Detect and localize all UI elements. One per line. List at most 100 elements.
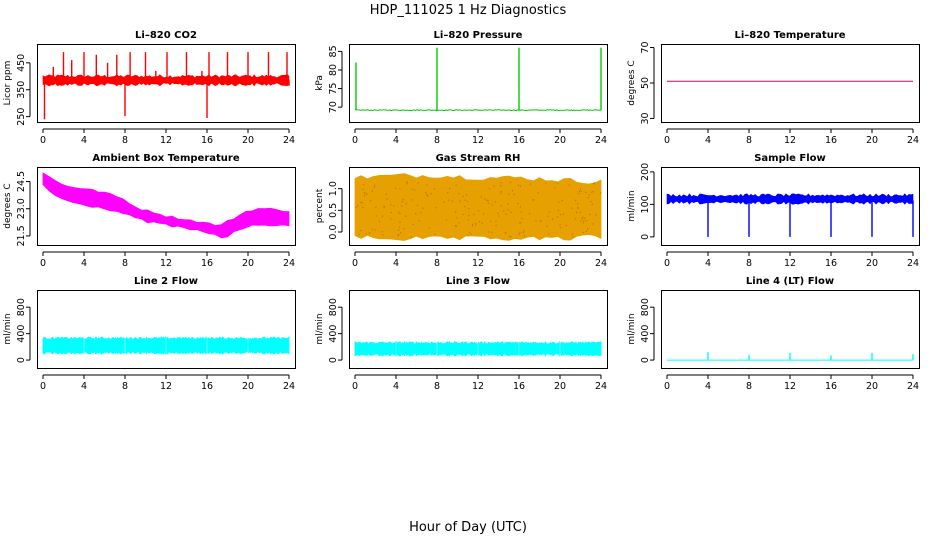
series-texture-gas-stream-rh (481, 222, 483, 224)
series-texture-gas-stream-rh (402, 201, 404, 203)
series-texture-gas-stream-rh (537, 192, 539, 194)
series-texture-gas-stream-rh (532, 199, 534, 201)
series-texture-gas-stream-rh (595, 214, 597, 216)
series-texture-gas-stream-rh (475, 222, 477, 224)
y-tick-label-li-820-co2-2: 450 (16, 54, 27, 72)
series-texture-gas-stream-rh (505, 213, 507, 215)
series-texture-gas-stream-rh (489, 220, 492, 223)
series-texture-gas-stream-rh (493, 185, 495, 187)
y-tick-label-gas-stream-rh-1: 0.5 (328, 203, 339, 218)
series-texture-gas-stream-rh (434, 233, 436, 235)
x-tick-label-line-4-lt-flow-4: 4 (705, 381, 711, 392)
series-texture-gas-stream-rh (556, 216, 558, 218)
series-band-line-2-flow-4 (207, 336, 248, 355)
series-texture-gas-stream-rh (357, 205, 359, 207)
series-texture-gas-stream-rh (469, 232, 471, 234)
panel-title-li-820-temperature: Li–820 Temperature (734, 30, 845, 41)
x-tick-label-li-820-pressure-24: 24 (595, 135, 607, 146)
panel-title-ambient-box-temperature: Ambient Box Temperature (92, 153, 239, 164)
series-texture-gas-stream-rh (411, 188, 413, 190)
series-texture-gas-stream-rh (587, 197, 589, 199)
x-tick-label-line-3-flow-8: 8 (434, 381, 440, 392)
series-texture-gas-stream-rh (455, 225, 458, 227)
panel-title-line-2-flow: Line 2 Flow (134, 276, 198, 287)
series-texture-gas-stream-rh (588, 194, 590, 196)
series-texture-gas-stream-rh (379, 220, 381, 222)
series-texture-gas-stream-rh (585, 191, 587, 193)
series-texture-gas-stream-rh (406, 183, 408, 185)
y-tick-label-line-2-flow-1: 400 (16, 325, 27, 343)
plot-area-li-820-co2 (42, 52, 290, 120)
series-texture-gas-stream-rh (405, 203, 407, 205)
y-tick-label-li-820-temperature-0: 30 (640, 112, 651, 124)
series-texture-gas-stream-rh (415, 213, 417, 215)
series-texture-gas-stream-rh (582, 231, 584, 234)
y-tick-label-gas-stream-rh-0: 0.0 (328, 224, 339, 239)
series-band-line-3-flow-4 (519, 340, 560, 358)
y-axis-label-sample-flow: ml/min (627, 190, 637, 221)
series-texture-gas-stream-rh (593, 183, 595, 185)
series-texture-gas-stream-rh (386, 198, 388, 200)
x-tick-label-gas-stream-rh-0: 0 (352, 258, 358, 269)
x-tick-label-line-4-lt-flow-16: 16 (825, 381, 837, 392)
series-texture-gas-stream-rh (394, 187, 396, 189)
series-texture-gas-stream-rh (455, 184, 457, 186)
x-tick-label-line-3-flow-4: 4 (393, 381, 399, 392)
panel-frame-line-2-flow (37, 290, 296, 369)
series-texture-gas-stream-rh (427, 195, 429, 197)
series-texture-gas-stream-rh (470, 233, 472, 235)
series-texture-gas-stream-rh (399, 212, 401, 214)
series-texture-gas-stream-rh (443, 201, 445, 203)
series-texture-gas-stream-rh (393, 205, 395, 207)
panel-frame-li-820-pressure (349, 44, 608, 123)
series-texture-gas-stream-rh (482, 213, 485, 215)
y-axis-label-line-3-flow: ml/min (315, 313, 325, 344)
series-band-line-2-flow-0 (42, 336, 84, 355)
series-band-line-2-flow-1 (84, 336, 125, 355)
series-texture-gas-stream-rh (578, 190, 580, 192)
series-texture-gas-stream-rh (548, 211, 550, 213)
series-texture-gas-stream-rh (582, 216, 584, 218)
x-tick-label-li-820-co2-4: 4 (81, 135, 87, 146)
y-tick-label-li-820-temperature-1: 50 (640, 77, 651, 89)
y-tick-label-ambient-box-temperature-0: 21.5 (16, 225, 27, 246)
series-texture-gas-stream-rh (355, 207, 357, 209)
series-texture-gas-stream-rh (572, 235, 574, 238)
x-tick-label-li-820-temperature-4: 4 (705, 135, 711, 146)
series-texture-gas-stream-rh (435, 207, 437, 209)
plot-area-ambient-box-temperature (42, 172, 290, 239)
x-tick-label-sample-flow-24: 24 (907, 258, 919, 269)
y-tick-label-li-820-co2-1: 350 (16, 81, 27, 99)
panel-title-gas-stream-rh: Gas Stream RH (436, 153, 521, 164)
x-tick-label-ambient-box-temperature-24: 24 (283, 258, 295, 269)
series-texture-gas-stream-rh (471, 225, 473, 227)
plot-area-line-3-flow (354, 340, 602, 358)
series-texture-gas-stream-rh (491, 231, 493, 233)
panel-frame-line-4-lt-flow (661, 290, 920, 369)
series-texture-gas-stream-rh (362, 188, 364, 190)
series-texture-gas-stream-rh (479, 221, 481, 223)
series-texture-gas-stream-rh (500, 185, 502, 187)
series-texture-gas-stream-rh (371, 228, 373, 230)
x-axis-label: Hour of Day (UTC) (409, 520, 527, 535)
series-texture-gas-stream-rh (508, 235, 510, 238)
panel-li-820-temperature: Li–820 Temperature 0 4 8 12 16 20 24 30 50 70degre… (627, 30, 920, 146)
series-texture-gas-stream-rh (500, 192, 502, 194)
series-texture-gas-stream-rh (383, 206, 385, 208)
series-texture-gas-stream-rh (487, 202, 489, 204)
series-texture-gas-stream-rh (477, 210, 480, 212)
series-texture-gas-stream-rh (468, 215, 470, 217)
y-tick-label-li-820-pressure-1: 75 (328, 83, 339, 95)
series-texture-gas-stream-rh (362, 206, 364, 208)
series-texture-gas-stream-rh (587, 228, 589, 230)
series-texture-gas-stream-rh (507, 203, 509, 205)
plot-area-gas-stream-rh (354, 173, 602, 241)
series-texture-gas-stream-rh (447, 192, 449, 194)
series-texture-gas-stream-rh (416, 204, 419, 206)
series-texture-gas-stream-rh (456, 217, 458, 219)
series-texture-gas-stream-rh (480, 196, 482, 198)
panel-frame-ambient-box-temperature (37, 167, 296, 246)
